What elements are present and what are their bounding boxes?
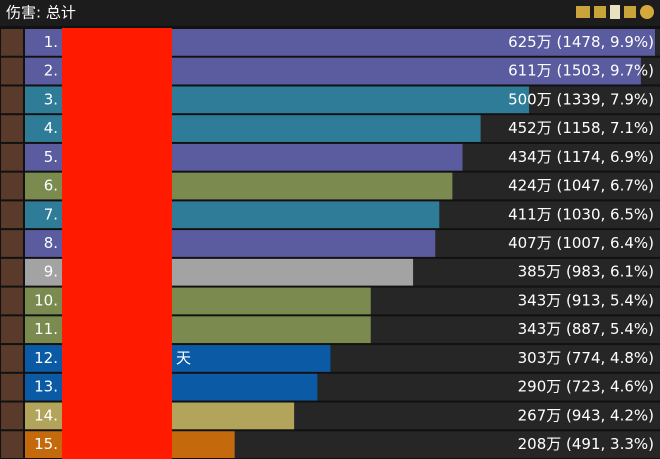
rank-label: 14.	[34, 406, 58, 424]
window-title: 伤害: 总计	[6, 4, 76, 22]
redaction-block	[62, 28, 172, 459]
rank-label: 7.	[44, 205, 58, 223]
value-label: 290万 (723, 4.6%)	[518, 378, 654, 396]
rank-label: 11.	[34, 320, 58, 338]
class-icon	[1, 115, 23, 142]
rank-label: 3.	[44, 90, 58, 108]
rank-label: 1.	[44, 33, 58, 51]
rank-label: 4.	[44, 119, 58, 137]
value-label: 452万 (1158, 7.1%)	[508, 119, 654, 137]
class-icon	[1, 86, 23, 114]
header-bar	[0, 0, 660, 26]
class-icon	[1, 143, 23, 171]
value-label: 343万 (887, 5.4%)	[518, 320, 654, 338]
class-icon	[1, 57, 23, 85]
rank-label: 12.	[34, 349, 58, 367]
value-label: 434万 (1174, 6.9%)	[508, 148, 654, 166]
value-label: 343万 (913, 5.4%)	[518, 291, 654, 309]
rank-label: 15.	[34, 435, 58, 453]
class-icon	[1, 316, 23, 344]
rank-label: 2.	[44, 62, 58, 80]
value-label: 407万 (1007, 6.4%)	[508, 234, 654, 252]
value-label: 385万 (983, 6.1%)	[518, 263, 654, 281]
key-button[interactable]	[576, 6, 590, 18]
value-label: 303万 (774, 4.8%)	[518, 349, 654, 367]
value-label: 500万 (1339, 7.9%)	[508, 90, 654, 108]
class-icon	[1, 258, 23, 286]
rank-label: 5.	[44, 148, 58, 166]
class-icon	[1, 431, 23, 458]
class-icon	[1, 230, 23, 257]
value-label: 424万 (1047, 6.7%)	[508, 177, 654, 195]
value-label: 267万 (943, 4.2%)	[518, 406, 654, 424]
class-icon	[1, 201, 23, 229]
player-name: 天	[176, 349, 191, 367]
class-icon	[1, 402, 23, 430]
class-icon	[1, 172, 23, 200]
value-label: 625万 (1478, 9.9%)	[508, 33, 654, 51]
class-icon	[1, 373, 23, 401]
close-button[interactable]	[624, 6, 636, 18]
rank-label: 10.	[34, 291, 58, 309]
value-label: 208万 (491, 3.3%)	[518, 435, 654, 453]
header-buttons[interactable]	[576, 5, 654, 19]
value-label: 411万 (1030, 6.5%)	[508, 205, 654, 223]
sword-button[interactable]	[594, 6, 606, 18]
class-icon	[1, 345, 23, 372]
rank-label: 9.	[44, 263, 58, 281]
report-button[interactable]	[610, 5, 620, 19]
rank-label: 6.	[44, 177, 58, 195]
rank-label: 13.	[34, 378, 58, 396]
settings-button[interactable]	[640, 5, 654, 19]
value-label: 611万 (1503, 9.7%)	[508, 62, 654, 80]
rank-label: 8.	[44, 234, 58, 252]
class-icon	[1, 29, 23, 56]
class-icon	[1, 287, 23, 315]
